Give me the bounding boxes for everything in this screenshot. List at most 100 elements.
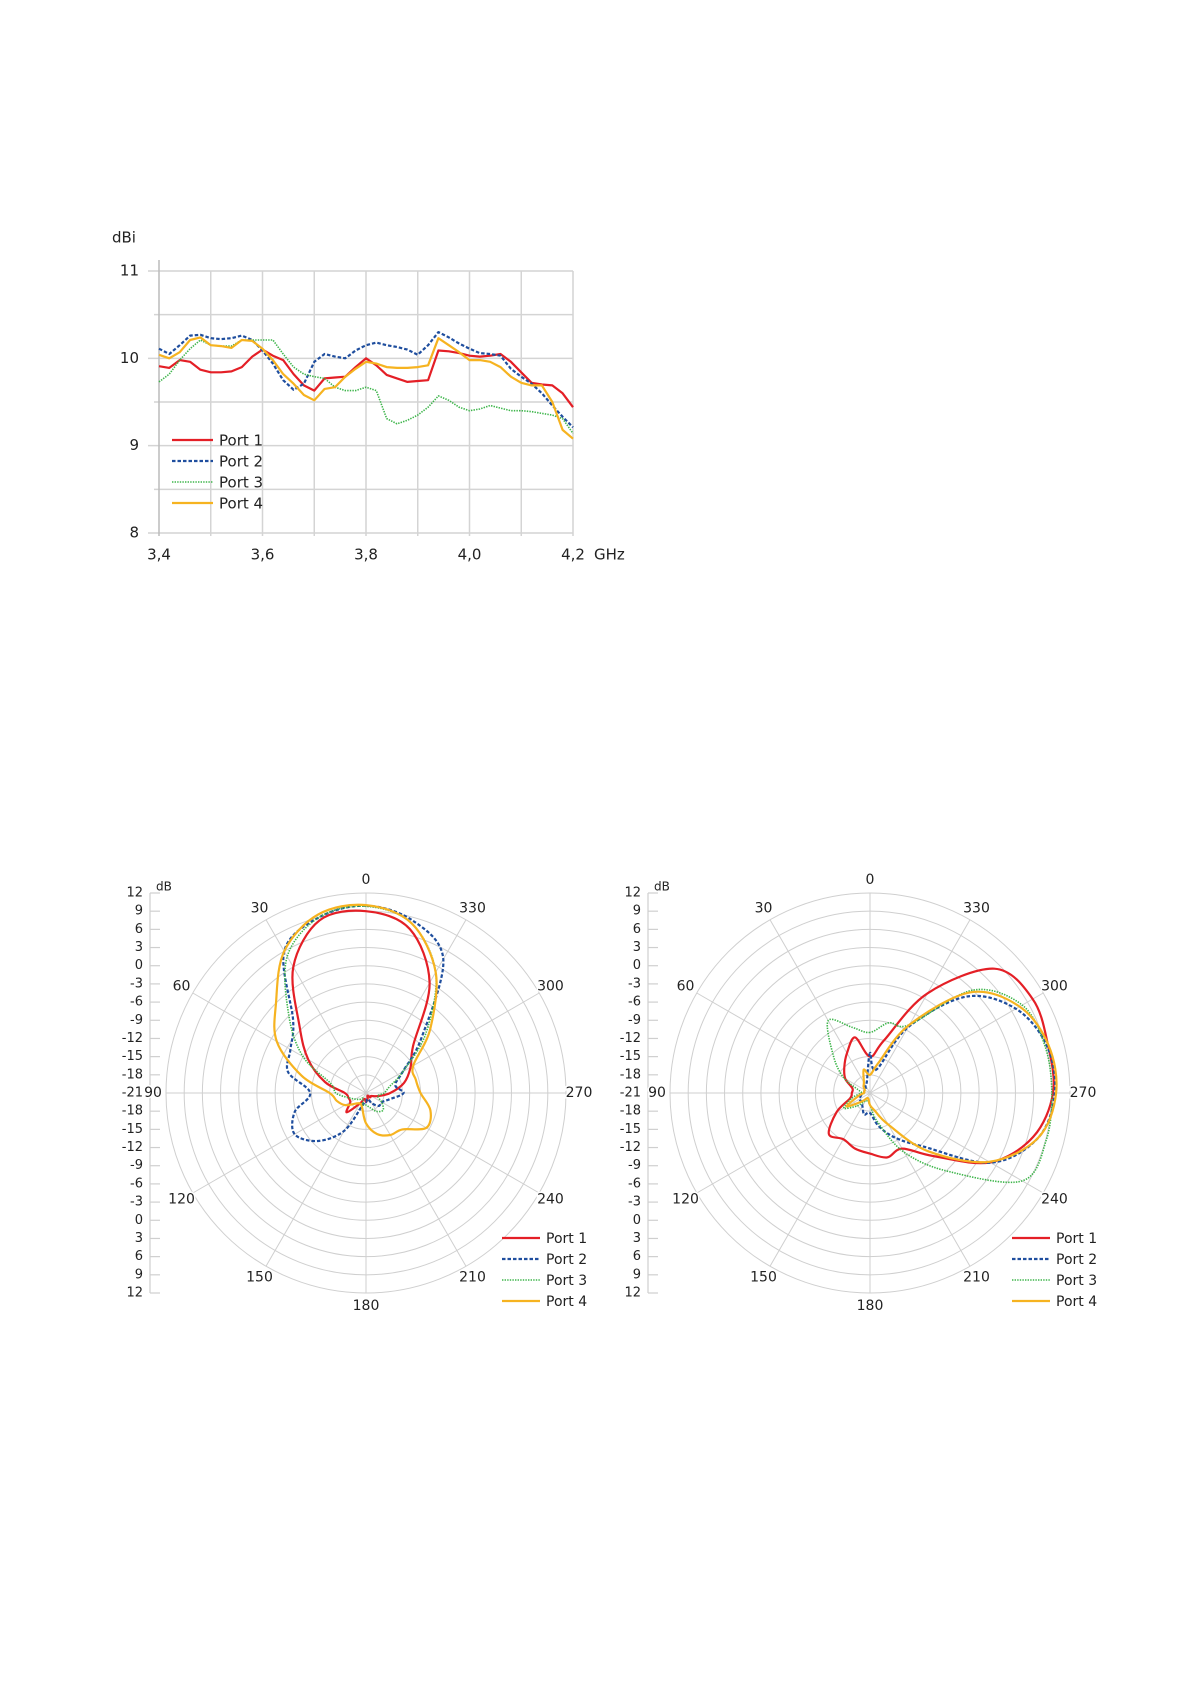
angle-tick-label: 330: [963, 901, 990, 917]
radial-tick-label: -18: [122, 1067, 143, 1082]
y-axis-unit-label: dBi: [112, 229, 136, 247]
polar-spoke: [696, 1092, 871, 1194]
radial-tick-label: 9: [135, 904, 143, 919]
y-tick-label: 11: [120, 262, 139, 280]
radial-tick-label: -6: [628, 995, 641, 1010]
radial-tick-label: -21: [122, 1086, 143, 1101]
radial-tick-label: 3: [135, 940, 143, 955]
x-axis-unit-label: GHz: [594, 546, 625, 564]
polar-spoke: [769, 919, 871, 1094]
legend-label: Port 4: [219, 495, 263, 513]
radial-tick-label: -15: [122, 1122, 143, 1137]
radial-tick-label: 0: [633, 1213, 641, 1228]
angle-tick-label: 210: [963, 1269, 990, 1285]
angle-tick-label: 300: [1041, 979, 1068, 995]
radial-tick-label: -6: [130, 995, 143, 1010]
radial-tick-label: -9: [130, 1158, 143, 1173]
radial-tick-label: 0: [135, 1213, 143, 1228]
radial-tick-label: -18: [122, 1104, 143, 1119]
legend-label: Port 3: [1056, 1273, 1097, 1289]
radial-tick-label: 0: [135, 958, 143, 973]
polar-series-port-4: [845, 990, 1058, 1164]
radial-tick-label: -21: [620, 1086, 641, 1101]
angle-tick-label: 270: [1070, 1085, 1097, 1101]
radial-tick-label: 9: [633, 904, 641, 919]
polar-spoke: [192, 992, 367, 1094]
angle-tick-label: 0: [866, 872, 875, 888]
radial-tick-label: 9: [633, 1267, 641, 1282]
radial-tick-label: -18: [620, 1104, 641, 1119]
polar-spoke: [869, 992, 1044, 1094]
radial-tick-label: -12: [620, 1140, 641, 1155]
radial-tick-label: -15: [620, 1122, 641, 1137]
polar-spoke: [696, 992, 871, 1094]
radial-unit-label: dB: [654, 880, 670, 894]
radial-unit-label: dB: [156, 880, 172, 894]
polar-spoke: [192, 1092, 367, 1194]
radial-tick-label: 9: [135, 1267, 143, 1282]
x-tick-label: 3,4: [147, 546, 171, 564]
polar-spoke: [265, 1092, 367, 1267]
angle-tick-label: 270: [566, 1085, 593, 1101]
radial-tick-label: -15: [620, 1049, 641, 1064]
polar-spoke: [365, 919, 467, 1094]
polar-spoke: [769, 1092, 871, 1267]
x-tick-label: 4,2: [561, 546, 585, 564]
polar-chart-1: [149, 892, 567, 1303]
legend-label: Port 3: [219, 474, 263, 492]
radial-tick-label: -9: [628, 1013, 641, 1028]
angle-tick-label: 120: [168, 1192, 195, 1208]
radial-tick-label: -3: [628, 1195, 641, 1210]
y-tick-label: 10: [120, 349, 139, 367]
x-tick-label: 3,8: [354, 546, 378, 564]
radial-tick-label: 6: [135, 1249, 143, 1264]
radial-tick-label: 12: [624, 1286, 641, 1301]
radial-tick-label: -6: [130, 1176, 143, 1191]
radial-tick-label: 3: [135, 1231, 143, 1246]
y-tick-label: 8: [129, 524, 139, 542]
legend-label: Port 2: [1056, 1252, 1097, 1268]
radial-tick-label: 0: [633, 958, 641, 973]
polar-spoke: [869, 1092, 971, 1267]
radial-tick-label: 3: [633, 1231, 641, 1246]
y-tick-label: 9: [129, 436, 139, 454]
radial-tick-label: 6: [633, 922, 641, 937]
polar-spoke: [365, 1092, 467, 1267]
series-line-port-1: [158, 348, 574, 408]
series-line-port-2: [158, 331, 574, 429]
polar-series-port-2: [858, 994, 1057, 1164]
series-line-port-4: [158, 336, 574, 440]
radial-tick-label: 12: [624, 886, 641, 901]
polar-spoke: [869, 1092, 1044, 1194]
legend-label: Port 2: [219, 453, 263, 471]
polar-spoke: [365, 992, 540, 1094]
angle-tick-label: 60: [677, 979, 695, 995]
angle-tick-label: 90: [648, 1085, 666, 1101]
radial-tick-label: -3: [130, 976, 143, 991]
angle-tick-label: 330: [459, 901, 486, 917]
angle-tick-label: 90: [144, 1085, 162, 1101]
angle-tick-label: 240: [537, 1192, 564, 1208]
x-tick-label: 3,6: [251, 546, 275, 564]
line-chart: [148, 260, 574, 536]
angle-tick-label: 120: [672, 1192, 699, 1208]
radial-tick-label: -3: [628, 976, 641, 991]
radial-tick-label: -15: [122, 1049, 143, 1064]
series-line-port-3: [158, 339, 574, 434]
angle-tick-label: 30: [755, 901, 773, 917]
radial-tick-label: -12: [122, 1140, 143, 1155]
radial-tick-label: -3: [130, 1195, 143, 1210]
angle-tick-label: 180: [857, 1298, 884, 1314]
radial-tick-label: -12: [620, 1031, 641, 1046]
legend-label: Port 1: [546, 1231, 587, 1247]
angle-tick-label: 60: [173, 979, 191, 995]
legend-label: Port 4: [1056, 1294, 1097, 1310]
radial-tick-label: 12: [126, 886, 143, 901]
polar-series-port-4: [273, 903, 438, 1137]
radial-tick-label: 6: [135, 922, 143, 937]
radial-tick-label: -18: [620, 1067, 641, 1082]
radial-tick-label: -9: [628, 1158, 641, 1173]
radial-tick-label: -9: [130, 1013, 143, 1028]
radial-tick-label: 12: [126, 1286, 143, 1301]
